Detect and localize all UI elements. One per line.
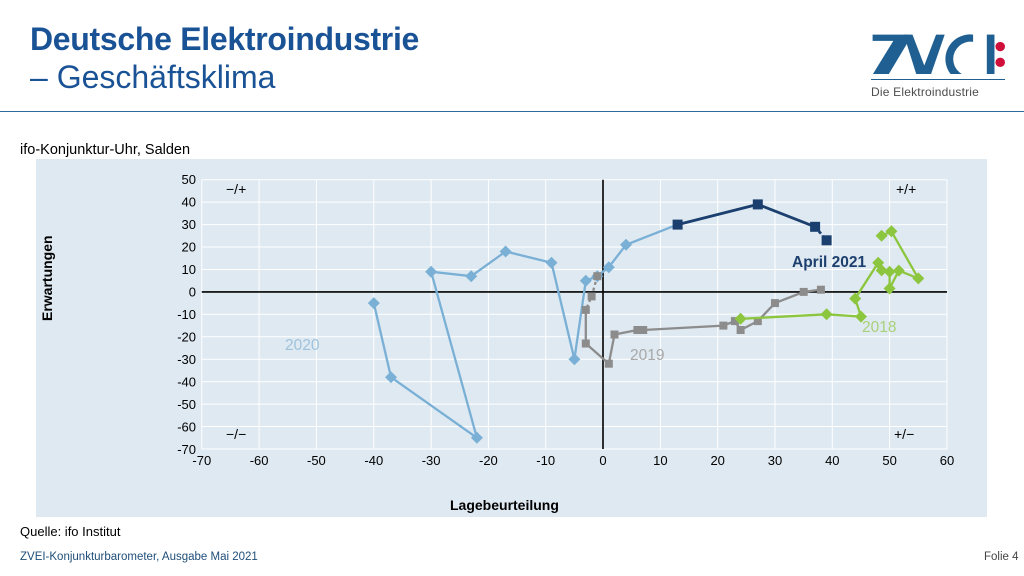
svg-text:2020: 2020	[285, 337, 320, 354]
svg-text:-40: -40	[364, 453, 383, 468]
svg-text:10: 10	[182, 262, 196, 277]
svg-text:−/−: −/−	[226, 426, 246, 442]
svg-text:20: 20	[710, 453, 724, 468]
svg-text:60: 60	[940, 453, 954, 468]
svg-text:40: 40	[182, 195, 196, 210]
svg-text:50: 50	[182, 172, 196, 187]
svg-text:-10: -10	[177, 307, 196, 322]
svg-text:-60: -60	[177, 420, 196, 435]
svg-text:-30: -30	[422, 453, 441, 468]
svg-text:-60: -60	[250, 453, 269, 468]
svg-text:30: 30	[182, 217, 196, 232]
svg-text:+/−: +/−	[894, 426, 914, 442]
svg-text:0: 0	[189, 285, 196, 300]
svg-text:−/+: −/+	[226, 181, 246, 197]
svg-text:-40: -40	[177, 375, 196, 390]
svg-text:-20: -20	[177, 330, 196, 345]
svg-text:2018: 2018	[862, 319, 896, 336]
svg-text:20: 20	[182, 240, 196, 255]
svg-text:-30: -30	[177, 352, 196, 367]
svg-text:50: 50	[882, 453, 896, 468]
svg-text:0: 0	[599, 453, 606, 468]
svg-text:30: 30	[768, 453, 782, 468]
svg-text:40: 40	[825, 453, 839, 468]
svg-text:-50: -50	[307, 453, 326, 468]
svg-text:10: 10	[653, 453, 667, 468]
svg-text:+/+: +/+	[896, 181, 916, 197]
svg-text:-50: -50	[177, 397, 196, 412]
svg-text:-10: -10	[536, 453, 555, 468]
svg-text:April 2021: April 2021	[792, 254, 866, 271]
svg-text:2019: 2019	[630, 347, 664, 364]
svg-text:-20: -20	[479, 453, 498, 468]
svg-text:-70: -70	[192, 453, 211, 468]
